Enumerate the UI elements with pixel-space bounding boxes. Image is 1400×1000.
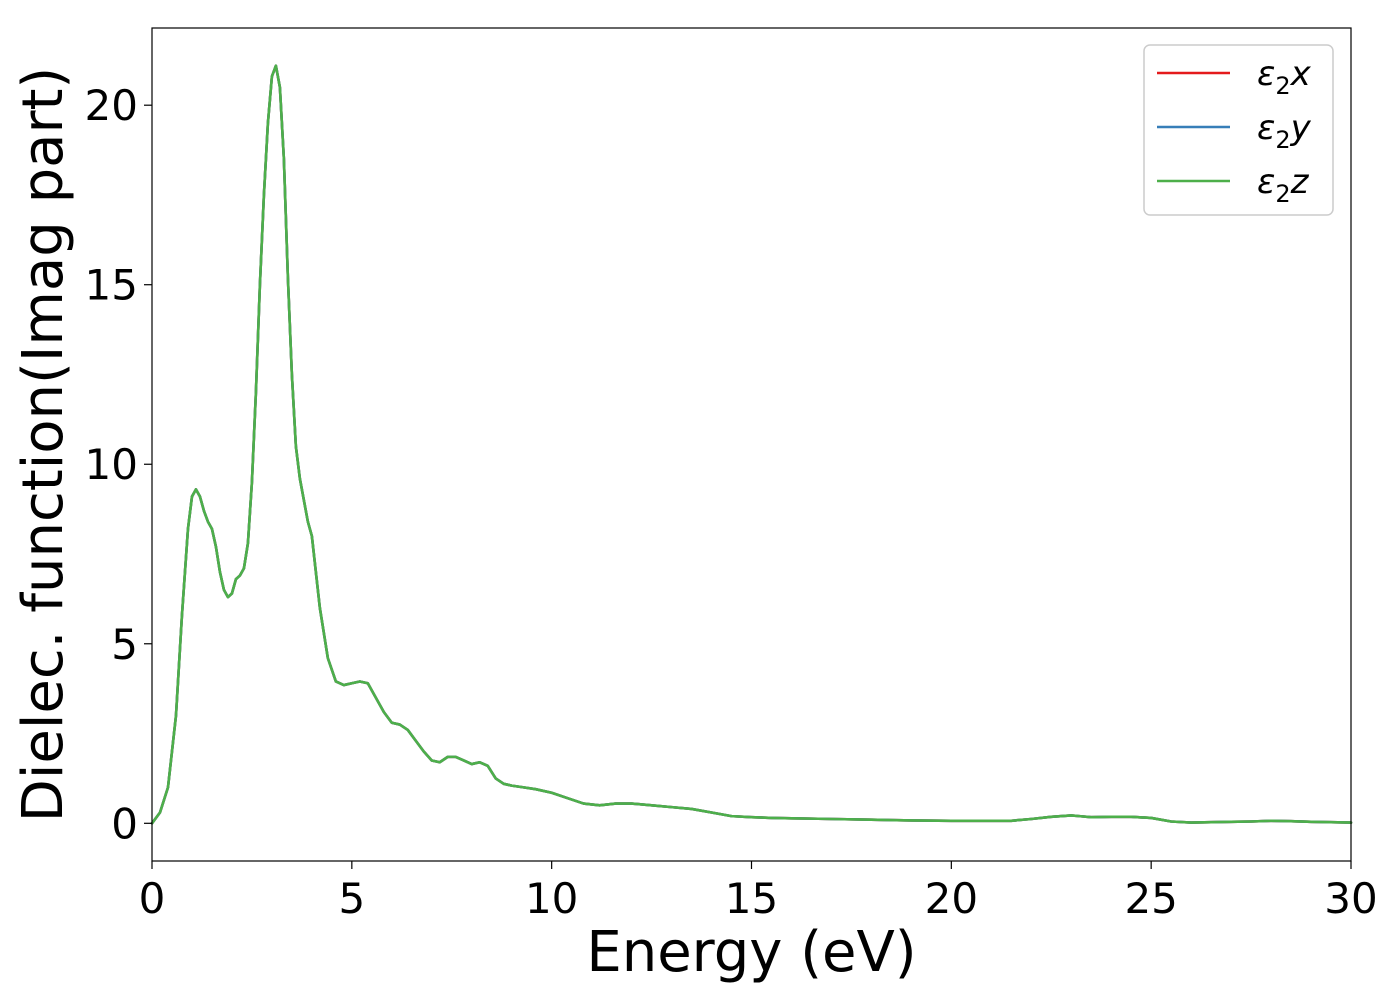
series-line-3 [150,64,1353,825]
x-tick-label: 10 [525,874,578,923]
y-tick-label: 10 [85,440,138,489]
x-tick-label: 30 [1324,874,1377,923]
legend-items: ε2x ε2y ε2z [1157,54,1312,208]
y-tick-label: 5 [111,620,138,669]
legend-label-1: ε2x [1257,54,1312,100]
x-tick-label: 20 [925,874,978,923]
legend-label-2: ε2y [1257,108,1312,154]
legend-box [1143,44,1334,216]
legend-label-3: ε2z [1257,162,1310,208]
x-axis-ticks: 0 5 10 15 20 25 30 [139,861,1378,923]
y-tick-label: 15 [85,261,138,310]
y-axis-label: Dielec. function(Imag part) [11,67,76,823]
y-tick-label: 20 [85,81,138,130]
x-tick-label: 5 [338,874,365,923]
x-tick-label: 15 [725,874,778,923]
legend: ε2x ε2y ε2z [1143,44,1334,216]
x-tick-label: 0 [139,874,166,923]
series-layer [150,64,1353,825]
y-tick-label: 0 [111,799,138,848]
x-tick-label: 25 [1124,874,1177,923]
x-axis-label: Energy (eV) [586,920,916,985]
y-axis-ticks: 0 5 10 15 20 [85,81,152,848]
